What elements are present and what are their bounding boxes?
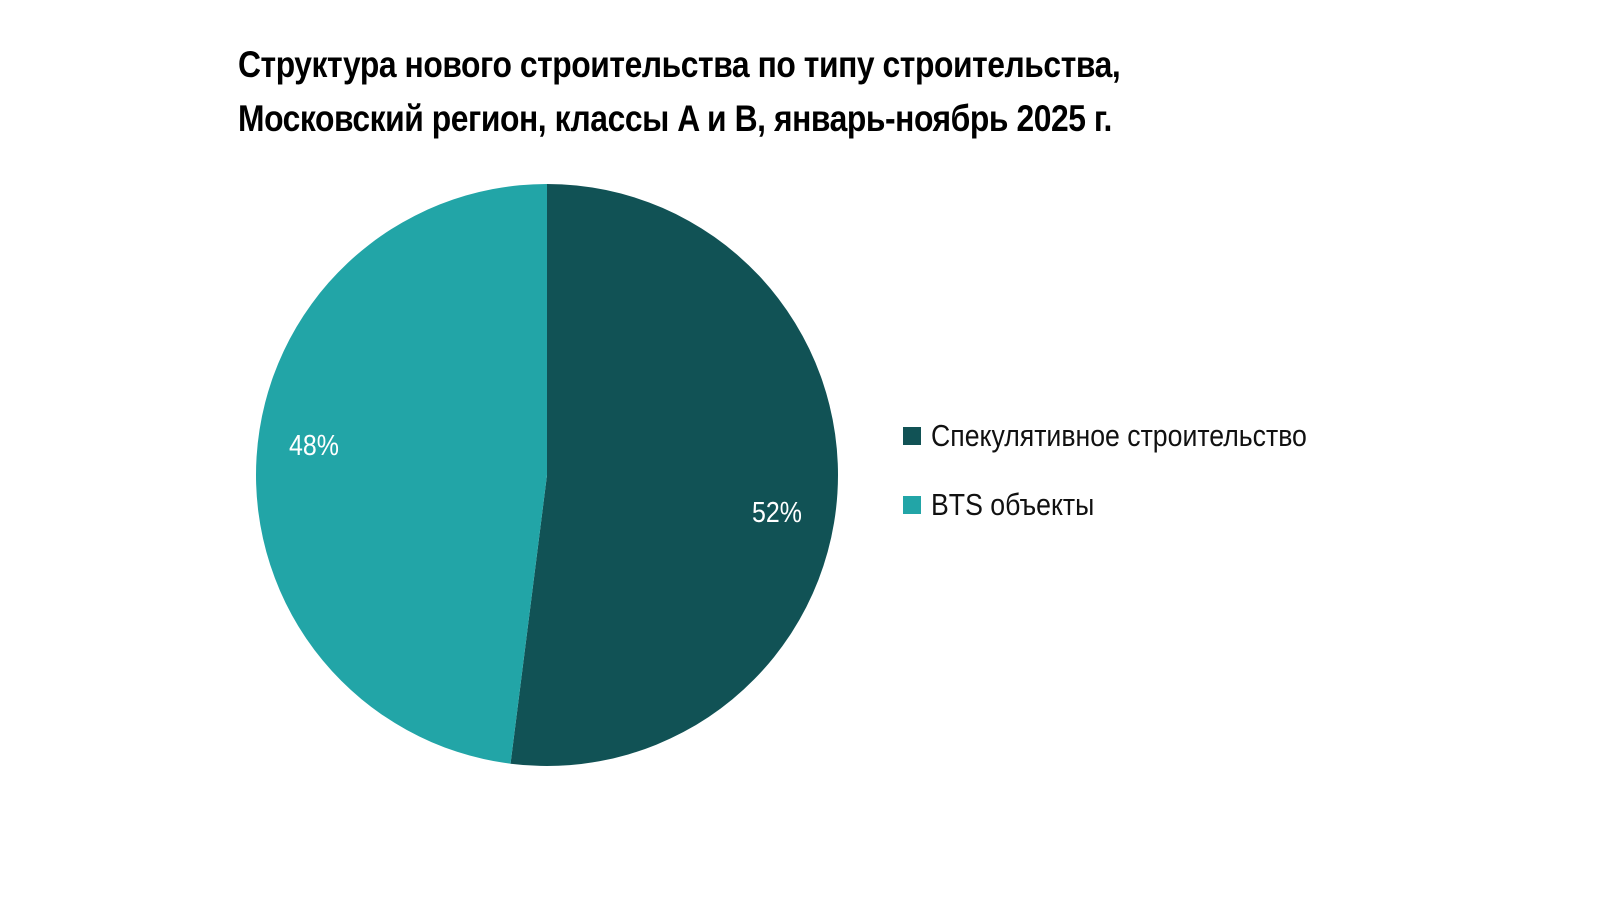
chart-title-line-1: Структура нового строительства по типу с… xyxy=(238,44,1121,85)
legend-label: Спекулятивное строительство xyxy=(931,418,1307,453)
pie-slice-bts xyxy=(255,184,547,764)
legend-swatch-speculative xyxy=(903,427,921,445)
legend-label: BTS объекты xyxy=(931,487,1095,522)
data-label-speculative: 52% xyxy=(752,496,802,528)
pie-slice-speculative xyxy=(510,184,838,766)
legend-swatch-bts xyxy=(903,496,921,514)
legend-item-speculative: Спекулятивное строительство xyxy=(903,418,1368,454)
legend: Спекулятивное строительство BTS объекты xyxy=(903,418,1368,556)
data-label-bts: 48% xyxy=(289,429,339,461)
chart-title-line-2: Московский регион, классы A и B, январь-… xyxy=(238,98,1112,139)
legend-item-bts: BTS объекты xyxy=(903,487,1368,523)
chart-title: Структура нового строительства по типу с… xyxy=(238,38,1270,146)
